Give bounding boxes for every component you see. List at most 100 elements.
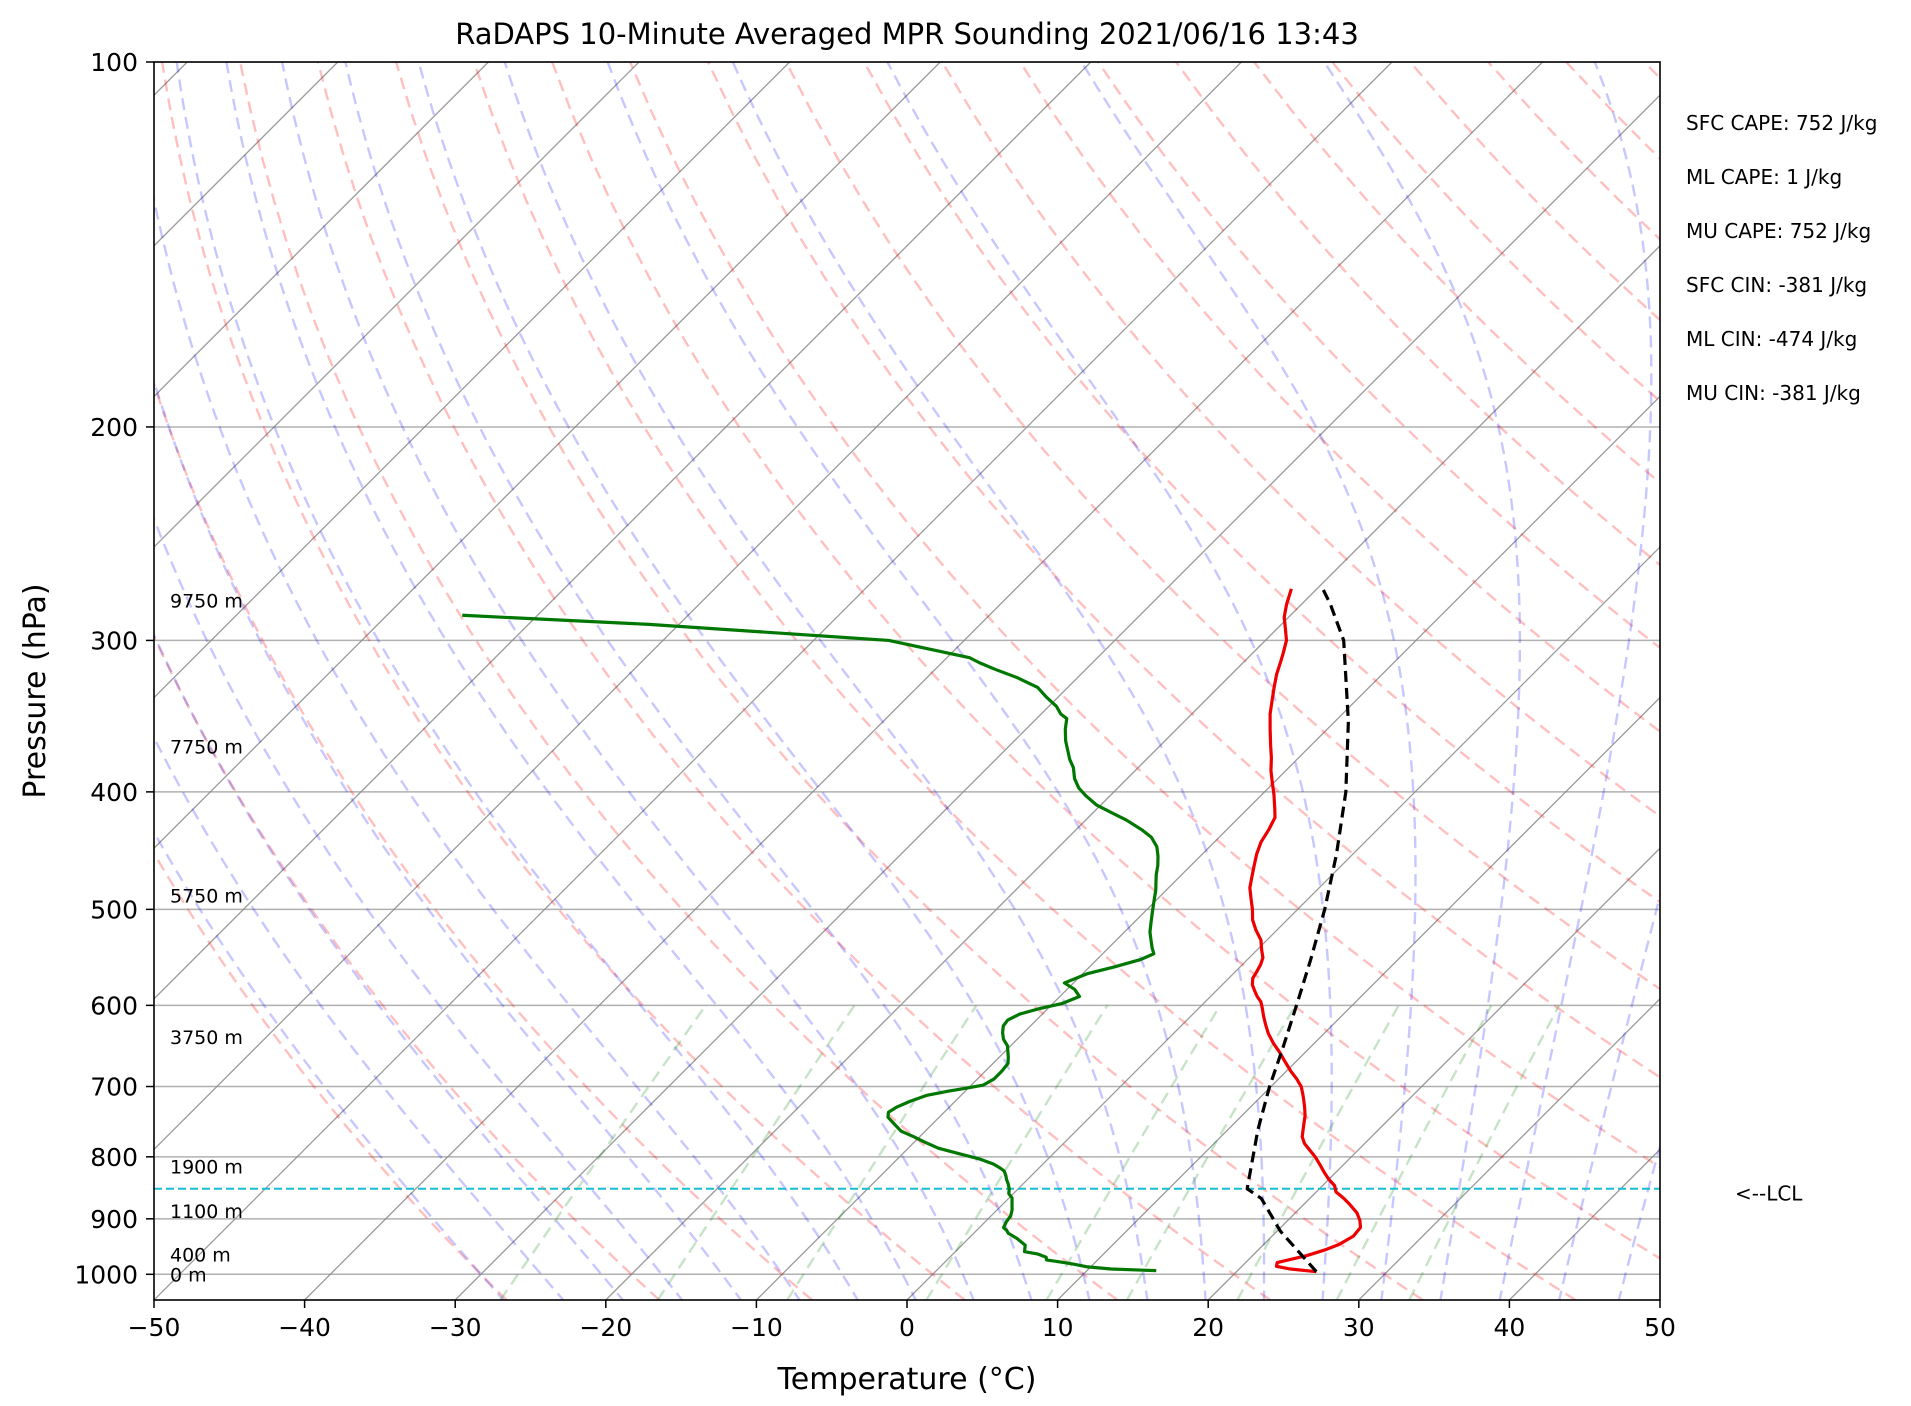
mixing-ratio-line [656,1004,856,1300]
moist-adiabat [606,62,1207,1300]
moist-adiabat [154,377,743,1300]
isotherm-line [605,244,1660,1300]
mixing-ratio-line [499,1004,707,1300]
moist-adiabat [1080,62,1417,1300]
sounding-series [462,584,1363,1274]
moist-adiabat [154,829,505,1300]
index-label: SFC CIN: -381 J/kg [1686,273,1867,297]
x-tick-label: 30 [1343,1313,1375,1342]
y-axis-label: Pressure (hPa) [18,583,53,798]
dry-adiabat [238,62,1119,1300]
plot-area: 9750 m 7750 m 5750 m 3750 m 1900 m 1100 m 400 … [154,62,1911,1300]
dry-adiabat [1565,62,1660,161]
dry-adiabat [154,633,661,1300]
mixing-ratio-line [1125,1004,1297,1300]
x-axis-ticks: −50 −40 −30 −20 −10 0 10 20 30 40 50 [128,1300,1676,1342]
dry-adiabat [1487,62,1660,241]
x-tick-label: 0 [899,1313,915,1342]
y-tick-label: 1000 [74,1260,138,1289]
dry-adiabat [1722,62,1911,1300]
moist-adiabat [154,735,565,1300]
dry-adiabat [1643,62,1660,80]
dry-adiabat [707,62,1660,1079]
height-label: 3750 m [170,1027,243,1049]
isotherm-line [1811,62,1911,1300]
y-axis-ticks: 100 200 300 400 500 600 700 800 900 1000 [74,48,154,1289]
parcel-line [1245,584,1350,1273]
isotherm-line [154,62,640,548]
moist-adiabat [417,62,1091,1300]
y-tick-label: 400 [90,778,138,807]
isotherm-line [154,62,1242,1151]
y-tick-label: 900 [90,1205,138,1234]
moist-adiabat [731,62,1266,1300]
mixing-ratio-line [786,1004,978,1300]
moist-adiabat [344,62,1033,1300]
index-label: ML CIN: -474 J/kg [1686,327,1857,351]
isotherm-grid [154,62,1911,1300]
isotherm-line [755,395,1660,1300]
mixing-ratio-line [1335,1004,1493,1300]
moist-adiabat [225,62,918,1300]
moist-adiabat [154,193,801,1300]
moist-adiabat [886,62,1333,1300]
x-tick-label: −50 [128,1313,181,1342]
moist-adiabat [1323,62,1522,1300]
isotherm-line [154,62,941,850]
x-tick-label: 20 [1192,1313,1224,1342]
dry-adiabat [160,62,966,1300]
dry-adiabat [316,62,1271,1300]
dry-adiabat [154,379,813,1300]
x-tick-label: 50 [1644,1313,1676,1342]
temperature-line [1248,588,1363,1274]
x-tick-label: −30 [429,1313,482,1342]
dry-adiabat [550,62,1660,1260]
dry-adiabat [629,62,1660,1169]
height-label: 1900 m [170,1157,243,1179]
dry-adiabat [154,850,508,1300]
height-label: 5750 m [170,885,243,907]
mixing-ratio-line [1236,1004,1400,1300]
moist-adiabat [1557,891,1660,1300]
isotherm-line [1057,696,1660,1300]
y-tick-label: 700 [90,1073,138,1102]
height-label: 7750 m [170,737,243,759]
moist-adiabat [1617,1142,1660,1300]
y-tick-label: 600 [90,991,138,1020]
dry-adiabat [1019,62,1660,734]
x-tick-label: 40 [1493,1313,1525,1342]
moist-adiabat [175,62,860,1300]
isotherm-line [154,62,1393,1300]
isotherm-line [1659,1299,1660,1300]
isotherm-line [1207,847,1660,1300]
mixing-ratio-line [925,1004,1109,1300]
isobar-grid [154,62,1660,1276]
height-labels: 9750 m 7750 m 5750 m 3750 m 1900 m 1100 m 400 … [170,590,243,1286]
dry-adiabat [785,62,1660,991]
x-tick-label: −10 [730,1313,783,1342]
dry-adiabat [941,62,1660,818]
dry-adiabat [1175,62,1660,567]
isotherm-line [154,62,489,398]
y-tick-label: 100 [90,48,138,77]
x-axis-label: Temperature (°C) [777,1362,1037,1397]
x-tick-label: −20 [579,1313,632,1342]
isotherm-line [154,62,791,699]
isotherm-line [304,62,1544,1300]
dry-adiabat [394,62,1424,1300]
isotherm-line [154,62,1092,1000]
dewpoint-line [462,613,1160,1273]
dry-adiabats [154,62,1911,1300]
height-label: 9750 m [170,590,243,612]
moist-adiabat [503,62,1149,1300]
height-label: 1100 m [170,1201,243,1223]
moist-adiabat [280,62,975,1300]
lcl-annotation: <--LCL [1735,1182,1803,1206]
isotherm-line [454,94,1660,1300]
lcl-label: <--LCL [1735,1182,1803,1206]
x-tick-label: −40 [278,1313,331,1342]
dry-adiabat [1097,62,1660,650]
isotherm-line [1508,1148,1660,1300]
mixing-ratio-line [1408,1004,1561,1300]
